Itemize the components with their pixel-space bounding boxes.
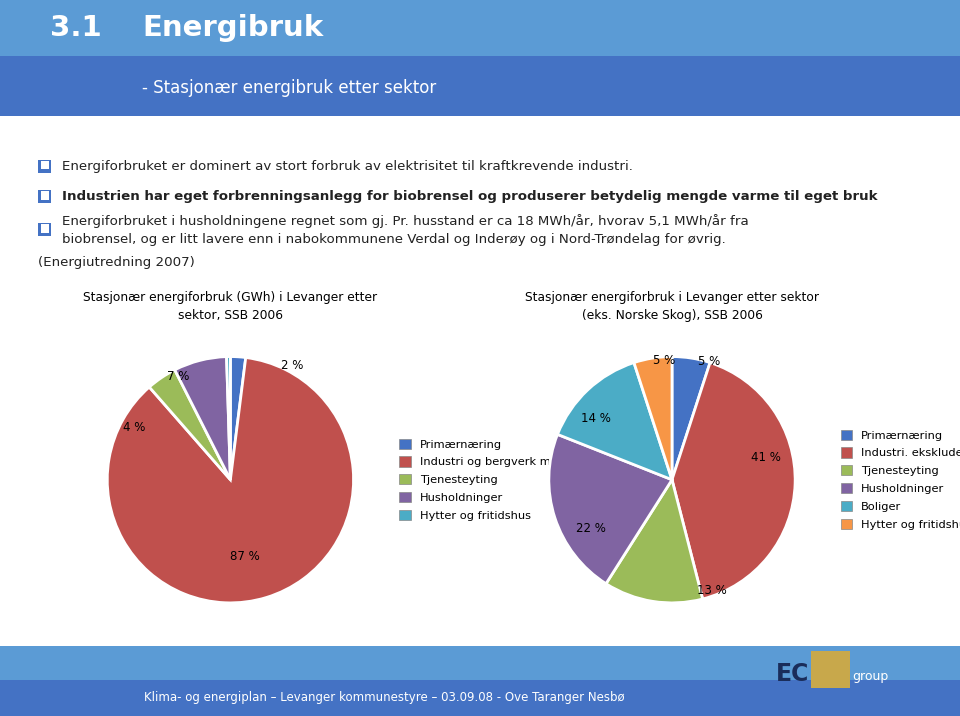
Bar xyxy=(0,646,960,679)
Text: 5 %: 5 % xyxy=(654,354,676,367)
Bar xyxy=(41,225,49,233)
Wedge shape xyxy=(672,362,795,599)
Bar xyxy=(38,223,51,236)
Text: EC: EC xyxy=(776,662,809,686)
Wedge shape xyxy=(634,357,672,480)
Text: Energibruk: Energibruk xyxy=(142,14,324,42)
Wedge shape xyxy=(558,362,672,480)
Bar xyxy=(41,161,49,170)
Wedge shape xyxy=(175,357,230,480)
Text: 13 %: 13 % xyxy=(697,584,727,597)
Wedge shape xyxy=(227,357,230,480)
Text: Energiforbruket i husholdningene regnet som gj. Pr. husstand er ca 18 MWh/år, hv: Energiforbruket i husholdningene regnet … xyxy=(62,214,749,228)
Text: group: group xyxy=(852,669,889,682)
Text: 41 %: 41 % xyxy=(751,451,780,464)
Bar xyxy=(41,191,49,200)
Text: 87 %: 87 % xyxy=(230,550,260,563)
Title: Stasjonær energiforbruk i Levanger etter sektor
(eks. Norske Skog), SSB 2006: Stasjonær energiforbruk i Levanger etter… xyxy=(525,291,819,321)
Wedge shape xyxy=(549,435,672,584)
Wedge shape xyxy=(150,370,230,480)
Text: Klima- og energiplan – Levanger kommunestyre – 03.09.08 - Ove Taranger Nesbø: Klima- og energiplan – Levanger kommunes… xyxy=(144,691,624,705)
Bar xyxy=(0,0,960,56)
Text: 4 %: 4 % xyxy=(123,422,146,435)
Text: (Energiutredning 2007): (Energiutredning 2007) xyxy=(38,256,195,269)
Title: Stasjonær energiforbruk (GWh) i Levanger etter
sektor, SSB 2006: Stasjonær energiforbruk (GWh) i Levanger… xyxy=(84,291,377,321)
Text: 14 %: 14 % xyxy=(581,412,611,425)
Legend: Primærnæring, Industri og bergverk m.v., Tjenesteyting, Husholdninger, Hytter og: Primærnæring, Industri og bergverk m.v.,… xyxy=(399,439,564,521)
Bar xyxy=(38,160,51,173)
Wedge shape xyxy=(606,480,703,603)
Text: Industrien har eget forbrenningsanlegg for biobrensel og produserer betydelig me: Industrien har eget forbrenningsanlegg f… xyxy=(62,190,877,203)
Text: 7 %: 7 % xyxy=(167,369,190,383)
Text: 3.1: 3.1 xyxy=(50,14,102,42)
Text: Energiforbruket er dominert av stort forbruk av elektrisitet til kraftkrevende i: Energiforbruket er dominert av stort for… xyxy=(62,160,633,173)
Legend: Primærnæring, Industri. ekskludert, Tjenesteyting, Husholdninger, Boliger, Hytte: Primærnæring, Industri. ekskludert, Tjen… xyxy=(841,430,960,530)
Bar xyxy=(811,652,850,688)
Wedge shape xyxy=(672,357,710,480)
Wedge shape xyxy=(230,357,246,480)
Bar xyxy=(38,190,51,203)
Wedge shape xyxy=(108,357,353,603)
Text: 2 %: 2 % xyxy=(280,359,303,372)
Text: - Stasjonær energibruk etter sektor: - Stasjonær energibruk etter sektor xyxy=(142,79,437,97)
Text: biobrensel, og er litt lavere enn i nabokommunene Verdal og Inderøy og i Nord-Tr: biobrensel, og er litt lavere enn i nabo… xyxy=(62,233,726,246)
Text: 22 %: 22 % xyxy=(576,523,606,536)
Text: 5 %: 5 % xyxy=(698,355,720,368)
